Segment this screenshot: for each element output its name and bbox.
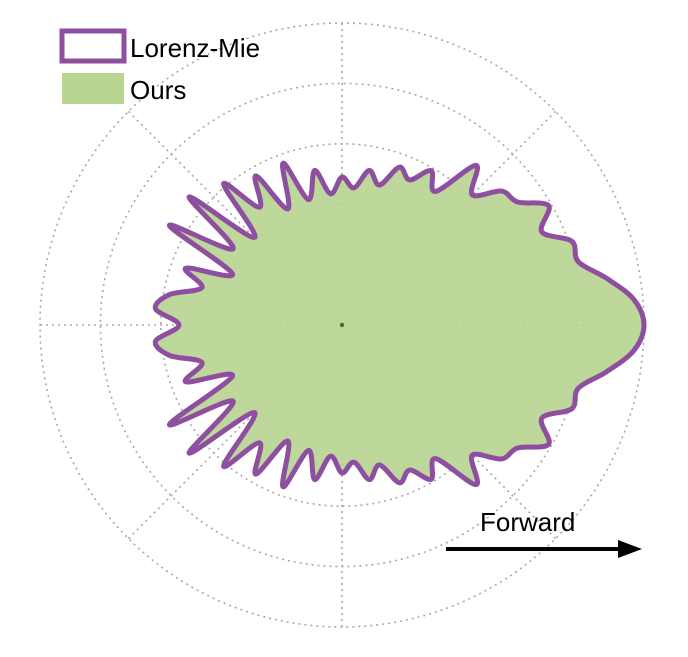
origin-marker [339,322,345,328]
forward-arrow-head [618,540,642,558]
forward-label: Forward [480,507,575,537]
grid-spoke [127,324,343,540]
grid-spoke [127,110,343,326]
ours-fill-area [155,163,644,487]
forward-annotation: Forward [446,507,642,558]
legend-label-lorenz-mie: Lorenz-Mie [130,33,260,63]
lorenz-mie-outline [152,160,647,490]
legend: Lorenz-Mie Ours [59,28,260,105]
legend-swatch-ours [62,73,124,104]
legend-swatch-lorenz-mie [59,28,127,64]
legend-label-ours: Ours [130,75,186,105]
